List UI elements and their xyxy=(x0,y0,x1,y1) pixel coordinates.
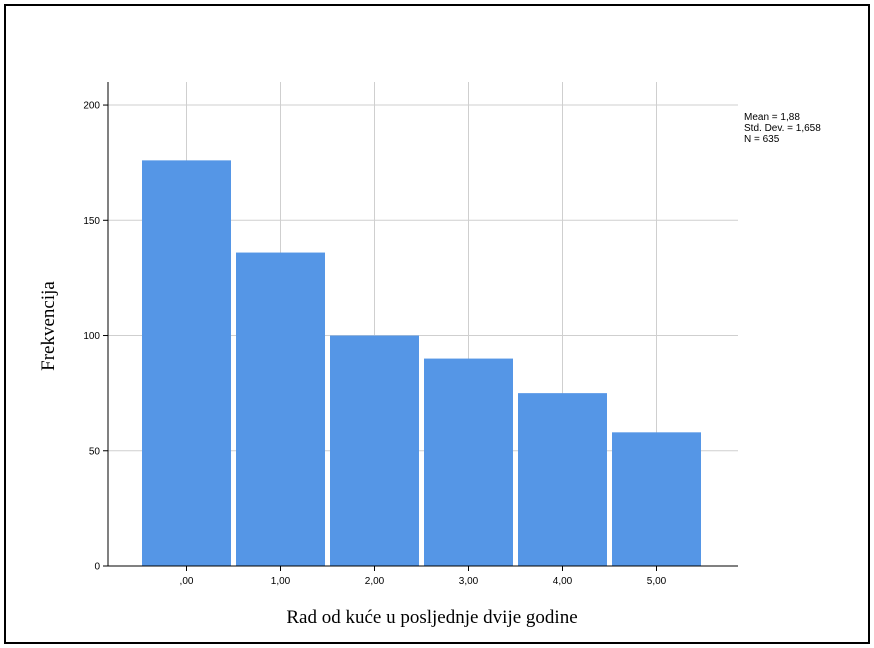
x-tick-label-1: 1,00 xyxy=(271,576,291,587)
y-tick-label-1: 50 xyxy=(89,446,101,457)
bar-0 xyxy=(142,160,231,566)
x-tick-label-4: 4,00 xyxy=(553,576,573,587)
labels: Rad od kuće u posljednje dvije godine Fr… xyxy=(38,101,821,628)
axes xyxy=(103,82,738,571)
y-tick-label-4: 200 xyxy=(83,101,100,112)
x-tick-label-2: 2,00 xyxy=(365,576,385,587)
y-tick-label-0: 0 xyxy=(94,562,100,573)
y-tick-label-3: 150 xyxy=(83,216,100,227)
x-tick-label-3: 3,00 xyxy=(459,576,479,587)
stat-n: N = 635 xyxy=(744,134,780,145)
stat-std-dev: Std. Dev. = 1,658 xyxy=(744,123,821,134)
bar-5 xyxy=(612,432,701,566)
x-axis-title: Rad od kuće u posljednje dvije godine xyxy=(286,607,577,628)
x-tick-label-5: 5,00 xyxy=(647,576,667,587)
bar-2 xyxy=(330,335,419,566)
stat-mean: Mean = 1,88 xyxy=(744,112,800,123)
bar-3 xyxy=(424,358,513,566)
y-axis-title: Frekvencija xyxy=(38,281,59,371)
x-tick-label-0: ,00 xyxy=(180,576,194,587)
y-tick-label-2: 100 xyxy=(83,331,100,342)
bars xyxy=(142,160,701,567)
bar-4 xyxy=(518,393,607,566)
bar-1 xyxy=(236,252,325,567)
